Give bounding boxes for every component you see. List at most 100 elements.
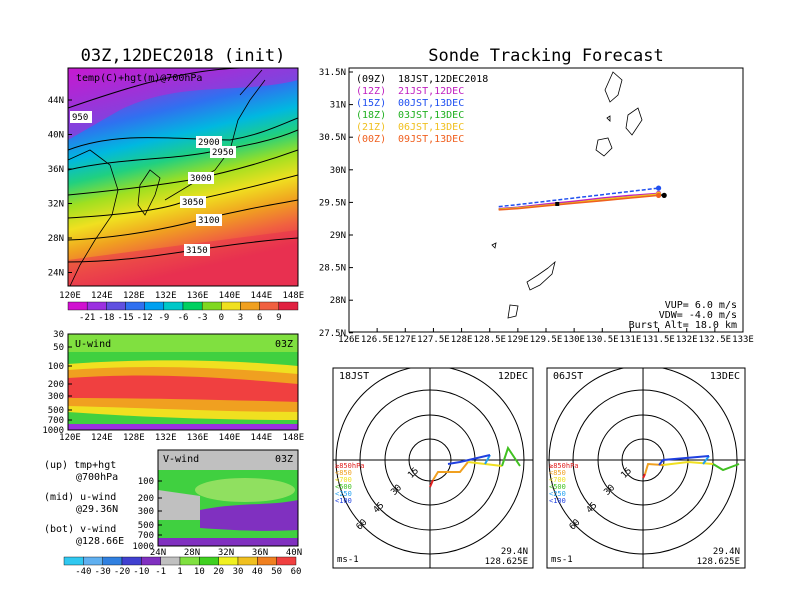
hodograph-trace bbox=[712, 463, 740, 472]
legend-bot-2: @128.66E bbox=[76, 536, 124, 547]
hodo-legend-item: ≥850hPa bbox=[335, 462, 365, 470]
pressure-tick-label: 50 bbox=[53, 343, 64, 353]
colorbar-swatch bbox=[67, 301, 88, 311]
hodo-unit: ms-1 bbox=[337, 555, 359, 565]
vdw-text: VDW= -4.0 m/s bbox=[659, 310, 737, 321]
lon-tick-label: 127E bbox=[394, 335, 416, 345]
uwind-heatmap bbox=[68, 334, 298, 430]
lon-tick-label: 120E bbox=[59, 291, 81, 301]
colorbar-swatch bbox=[83, 556, 103, 566]
colorbar-swatch bbox=[160, 556, 181, 566]
colorbar-label: 60 bbox=[291, 567, 302, 577]
colorbar-label: -21 bbox=[79, 313, 95, 323]
run-tag: (18Z) bbox=[356, 110, 386, 121]
colorbar-swatch bbox=[257, 556, 277, 566]
contour-label: 2950 bbox=[212, 148, 234, 158]
lat-tick-label: 31.5N bbox=[319, 68, 346, 78]
colorbar-swatch bbox=[278, 301, 299, 311]
lat-tick-label: 32N bbox=[48, 200, 64, 210]
run-legend: (09Z) 18JST,12DEC2018 (12Z) 21JST,12DEC (15Z… bbox=[356, 74, 488, 145]
run-tag: (00Z) bbox=[356, 134, 386, 145]
track-line bbox=[498, 194, 659, 211]
pressure-tick-label: 1000 bbox=[42, 426, 64, 436]
run-tag: (21Z) bbox=[356, 122, 386, 133]
lon-tick-label: 140E bbox=[219, 291, 241, 301]
lat-tick-label: 36N bbox=[252, 548, 268, 558]
hodo-date: 13DEC bbox=[710, 371, 740, 382]
map-frame bbox=[67, 67, 299, 287]
colorbar-label: 6 bbox=[257, 313, 262, 323]
lon-tick-label: 129E bbox=[507, 335, 529, 345]
pressure-tick-label: 200 bbox=[48, 380, 64, 390]
lon-tick-label: 131.5E bbox=[642, 335, 675, 345]
contour-label: 3050 bbox=[182, 198, 204, 208]
temperature-map: 950 2900 2950 3000 3050 3100 3150 bbox=[68, 68, 298, 286]
colorbar-swatch bbox=[276, 556, 297, 566]
lat-tick-label: 24N bbox=[48, 269, 64, 279]
pressure-tick-label: 300 bbox=[138, 507, 154, 517]
lat-tick-label: 40N bbox=[286, 548, 302, 558]
lon-tick-label: 132.5E bbox=[699, 335, 732, 345]
uwind-label: U-wind bbox=[75, 339, 111, 350]
hodo-legend-item: <850 bbox=[335, 469, 352, 477]
lon-tick-label: 140E bbox=[219, 433, 241, 443]
pressure-tick-label: 200 bbox=[138, 494, 154, 504]
lat-tick-label: 29.5N bbox=[319, 198, 346, 208]
hodo-legend-item: <700 bbox=[335, 476, 352, 484]
contour-label: 950 bbox=[72, 113, 88, 123]
colorbar-swatch bbox=[259, 301, 280, 311]
hodo-legend-item: <250 bbox=[549, 490, 566, 498]
colorbar-label: 3 bbox=[238, 313, 243, 323]
lon-tick-label: 133E bbox=[732, 335, 754, 345]
colorbar-swatch bbox=[125, 301, 145, 311]
colorbar-swatch bbox=[221, 301, 241, 311]
burst-point bbox=[661, 192, 667, 198]
uwind-time: 03Z bbox=[275, 339, 293, 350]
run-tag: (15Z) bbox=[356, 98, 386, 109]
lon-tick-label: 132E bbox=[676, 335, 698, 345]
contour-label: 3150 bbox=[186, 246, 208, 256]
pressure-tick-label: 300 bbox=[48, 392, 64, 402]
run-time: 06JST,13DEC bbox=[398, 122, 464, 133]
run-time: 09JST,13DEC bbox=[398, 134, 464, 145]
vup-text: VUP= 6.0 m/s bbox=[665, 300, 737, 311]
pressure-tick-label: 700 bbox=[48, 416, 64, 426]
colorbar-swatch bbox=[201, 301, 222, 311]
colorbar-label: -40 bbox=[75, 567, 91, 577]
hodo-lat: 29.4N bbox=[501, 547, 528, 557]
lat-tick-label: 32N bbox=[218, 548, 234, 558]
colorbar-swatch bbox=[179, 556, 200, 566]
colorbar-label: -10 bbox=[133, 567, 149, 577]
hodograph-trace bbox=[644, 462, 664, 475]
right-title: Sonde Tracking Forecast bbox=[428, 46, 663, 66]
hodograph-trace bbox=[658, 455, 710, 466]
map-lat-ticks: 44N 40N 36N 32N 28N 24N bbox=[48, 96, 72, 279]
lon-tick-label: 126.5E bbox=[361, 335, 394, 345]
legend-bot-1: (bot) v-wind bbox=[44, 524, 116, 535]
lat-tick-label: 44N bbox=[48, 96, 64, 106]
colorbar-label: -20 bbox=[114, 567, 130, 577]
hodo-unit: ms-1 bbox=[551, 555, 573, 565]
colorbar-label: -1 bbox=[155, 567, 166, 577]
hodo-legend-item: <100 bbox=[549, 497, 566, 505]
colorbar-label: -9 bbox=[158, 313, 169, 323]
pressure-tick-label: 1000 bbox=[132, 542, 154, 552]
lon-tick-label: 132E bbox=[155, 291, 177, 301]
burst-text: Burst Alt= 18.0 km bbox=[629, 320, 737, 331]
colorbar-label: -15 bbox=[117, 313, 133, 323]
colorbar-swatch bbox=[121, 556, 142, 566]
run-time: 00JST,13DEC bbox=[398, 98, 464, 109]
lat-tick-label: 29N bbox=[330, 231, 346, 241]
vwind-lat-ticks: 24N 28N 32N 36N 40N bbox=[150, 548, 302, 558]
lat-tick-label: 28N bbox=[330, 296, 346, 306]
uwind-lon-ticks: 120E 124E 128E 132E 136E 140E 144E 148E bbox=[59, 433, 304, 443]
contour-label: 3000 bbox=[190, 174, 212, 184]
hodo-legend-item: <100 bbox=[335, 497, 352, 505]
hodograph-trace bbox=[447, 454, 491, 465]
lon-tick-label: 130E bbox=[563, 335, 585, 345]
colorbar-swatch bbox=[199, 556, 219, 566]
